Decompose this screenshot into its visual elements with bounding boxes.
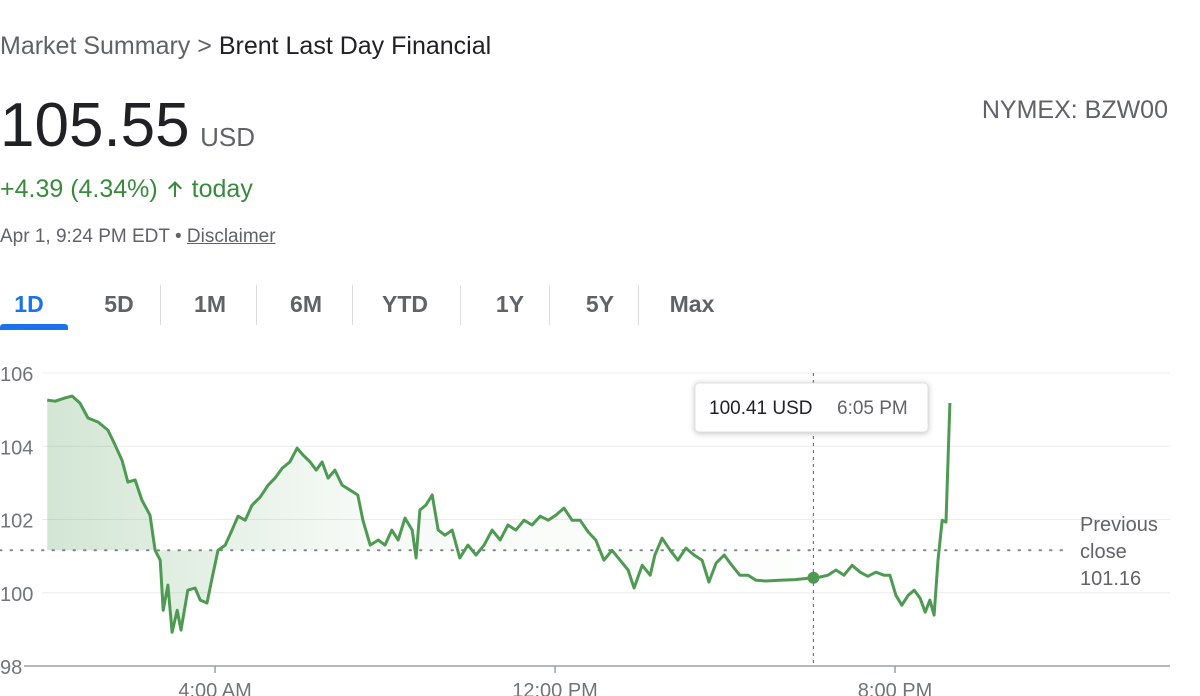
previous-close-text: Previous close [1080, 514, 1158, 563]
range-tab[interactable]: 1M [194, 291, 226, 317]
x-tick-label: 12:00 PM [512, 680, 598, 696]
timestamp-separator: • [174, 226, 182, 247]
range-tab[interactable]: 5Y [585, 291, 615, 317]
tab-separator [638, 285, 639, 325]
price-row: 105.55 USD [0, 90, 255, 161]
range-tab[interactable]: 1D [14, 291, 44, 317]
previous-close-label: Previous close 101.16 [1080, 512, 1180, 593]
tab-separator [160, 285, 161, 325]
breadcrumb-current: Brent Last Day Financial [218, 32, 492, 60]
change: +4.39 (4.34%) [0, 175, 158, 203]
y-tick-label: 102 [0, 511, 33, 533]
breadcrumb-parent[interactable]: Market Summary [0, 32, 191, 60]
price: 105.55 [0, 91, 190, 160]
range-tab[interactable]: 5D [104, 291, 134, 317]
range-tab[interactable]: 6M [290, 291, 322, 317]
selected-tab-indicator [0, 324, 68, 330]
tooltip-box [694, 382, 929, 433]
y-tick-label: 104 [0, 437, 33, 459]
currency: USD [200, 122, 255, 152]
tooltip-value: 100.41 USD [709, 398, 813, 419]
price-line [46, 394, 952, 634]
tab-separator [549, 285, 550, 325]
tab-separator [352, 285, 353, 325]
timestamp: Apr 1, 9:24 PM EDT [0, 226, 170, 247]
x-tick-label: 8:00 PM [858, 680, 932, 696]
y-tick-label: 98 [0, 657, 22, 679]
x-tick-label: 4:00 AM [178, 680, 251, 696]
change-row: +4.39 (4.34%) today [0, 175, 253, 204]
period: today [191, 175, 253, 203]
y-tick-label: 100 [0, 584, 33, 606]
hover-point [807, 571, 820, 584]
tab-separator [256, 285, 257, 325]
up-arrow [167, 181, 182, 197]
exchange: NYMEX: BZW00 [981, 96, 1168, 124]
tooltip: 100.41 USD 6:05 PM [694, 382, 929, 433]
range-tab[interactable]: YTD [382, 291, 428, 317]
range-tab[interactable]: Max [669, 291, 715, 317]
range-tab[interactable]: 1Y [495, 291, 525, 317]
breadcrumb-separator: > [197, 32, 212, 60]
tooltip-time: 6:05 PM [837, 398, 908, 419]
y-tick-label: 106 [0, 364, 33, 386]
tab-separator [460, 285, 461, 325]
timestamp-row: Apr 1, 9:24 PM EDT • Disclaimer [0, 226, 276, 248]
disclaimer-link[interactable]: Disclaimer [186, 226, 276, 247]
breadcrumb: Market Summary > Brent Last Day Financia… [0, 32, 491, 61]
previous-close-value: 101.16 [1080, 568, 1142, 590]
